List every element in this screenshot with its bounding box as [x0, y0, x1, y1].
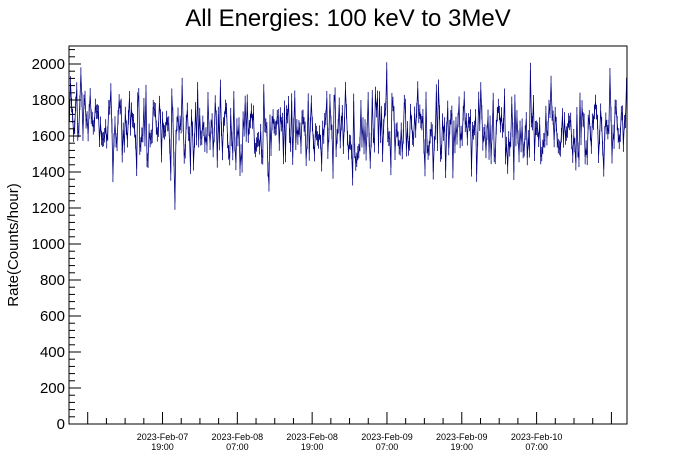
x-tick-time-label: 19:00 — [151, 442, 174, 452]
y-tick-label: 1600 — [32, 128, 65, 145]
x-tick-date-label: 2023-Feb-08 — [286, 432, 338, 442]
x-tick-date-label: 2023-Feb-09 — [436, 432, 488, 442]
y-tick-label: 400 — [40, 344, 65, 361]
plot-frame — [68, 45, 628, 425]
x-tick-time-label: 19:00 — [301, 442, 324, 452]
y-tick-label: 0 — [57, 416, 65, 433]
y-tick-label: 600 — [40, 308, 65, 325]
x-tick-time-label: 07:00 — [226, 442, 249, 452]
y-tick-label: 2000 — [32, 56, 65, 73]
x-tick-date-label: 2023-Feb-08 — [212, 432, 264, 442]
x-tick-date-label: 2023-Feb-10 — [511, 432, 563, 442]
x-tick-time-label: 07:00 — [376, 442, 399, 452]
x-tick-date-label: 2023-Feb-09 — [361, 432, 413, 442]
y-tick-label: 1400 — [32, 164, 65, 181]
x-tick-time-label: 07:00 — [525, 442, 548, 452]
x-axis: 2023-Feb-0719:002023-Feb-0807:002023-Feb… — [68, 412, 612, 452]
y-tick-label: 1800 — [32, 92, 65, 109]
y-tick-label: 800 — [40, 272, 65, 289]
y-axis: 0 200 400 600 800 1000 1200 1400 1600 1800 2000 — [32, 49, 81, 433]
x-tick-time-label: 19:00 — [451, 442, 474, 452]
series-line — [69, 69, 627, 203]
data-series — [69, 62, 627, 210]
y-axis-label: Rate(Counts/hour) — [5, 183, 22, 306]
x-tick-date-label: 2023-Feb-07 — [137, 432, 189, 442]
chart-title: All Energies: 100 keV to 3MeV — [185, 5, 511, 32]
y-tick-label: 200 — [40, 380, 65, 397]
y-tick-label: 1200 — [32, 200, 65, 217]
y-tick-label: 1000 — [32, 236, 65, 253]
